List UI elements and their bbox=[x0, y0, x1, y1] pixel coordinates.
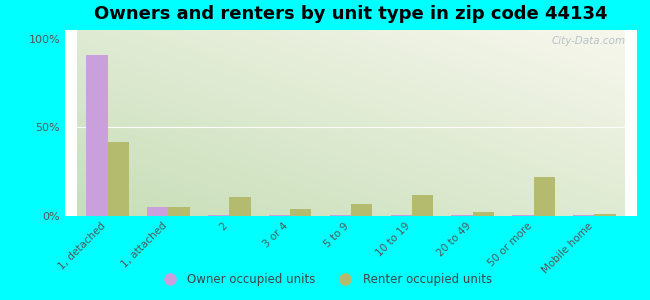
Text: City-Data.com: City-Data.com bbox=[551, 36, 625, 46]
Bar bbox=[229, 196, 251, 216]
Bar bbox=[594, 214, 616, 216]
Bar bbox=[512, 215, 534, 216]
Bar bbox=[290, 209, 311, 216]
Bar bbox=[573, 215, 594, 216]
Bar bbox=[108, 142, 129, 216]
Bar bbox=[86, 55, 108, 216]
Bar bbox=[451, 215, 473, 216]
Bar bbox=[391, 215, 412, 216]
Bar bbox=[351, 204, 372, 216]
Bar bbox=[208, 215, 229, 216]
Legend: Owner occupied units, Renter occupied units: Owner occupied units, Renter occupied un… bbox=[153, 269, 497, 291]
Bar bbox=[534, 177, 555, 216]
Bar bbox=[473, 212, 494, 216]
Title: Owners and renters by unit type in zip code 44134: Owners and renters by unit type in zip c… bbox=[94, 5, 608, 23]
Bar bbox=[147, 207, 168, 216]
Bar bbox=[412, 195, 433, 216]
Bar bbox=[269, 215, 290, 216]
Bar bbox=[168, 207, 190, 216]
Bar bbox=[330, 215, 351, 216]
